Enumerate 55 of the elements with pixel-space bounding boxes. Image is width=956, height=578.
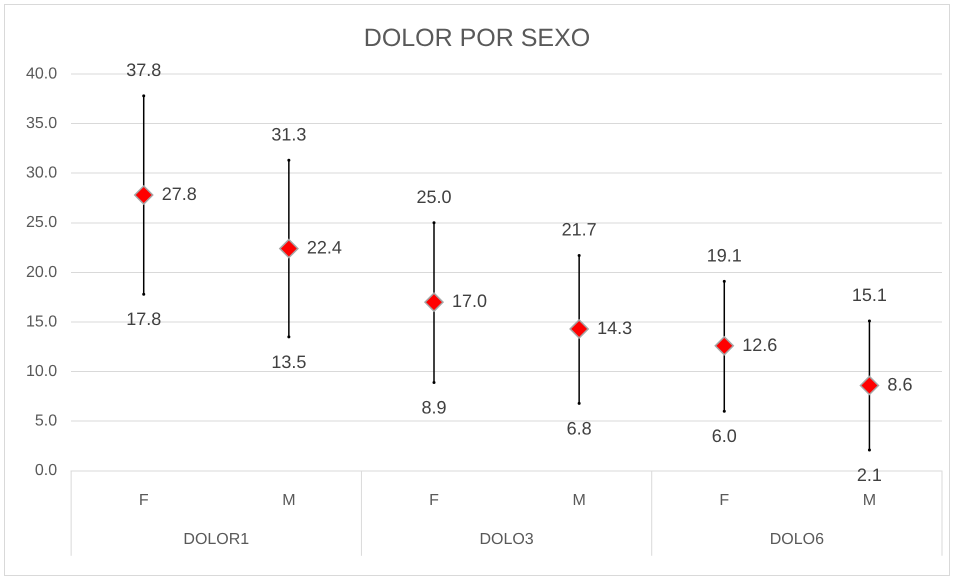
- data-label: 8.9: [421, 397, 447, 418]
- data-label: 17.8: [126, 309, 162, 330]
- y-tick-label: 5.0: [34, 412, 58, 430]
- x-tick-label: F: [429, 492, 440, 509]
- data-label: 12.6: [742, 334, 778, 355]
- point: [432, 381, 436, 384]
- data-label: 13.5: [271, 352, 306, 372]
- data-label: 6.8: [566, 418, 592, 438]
- data-label: 22.4: [306, 238, 342, 258]
- text: DOLO6: [770, 531, 824, 548]
- point: [134, 185, 154, 205]
- y-tick-label: 20.0: [26, 264, 58, 281]
- point: [287, 158, 290, 162]
- point: [578, 402, 581, 405]
- y-tick-label: 25.0: [26, 214, 58, 232]
- y-tick-label: 40.0: [26, 65, 58, 82]
- x-tick-label: M: [282, 492, 296, 509]
- text: DOLOR1: [183, 531, 250, 548]
- point: [424, 292, 444, 312]
- point: [860, 376, 880, 396]
- text: DOLO3: [479, 531, 534, 548]
- point: [142, 94, 146, 98]
- data-label: 17.0: [452, 291, 488, 312]
- data-label: 6.0: [712, 426, 737, 446]
- y-tick-label: 35.0: [26, 115, 58, 132]
- data-label: 31.3: [271, 124, 306, 144]
- point: [569, 319, 589, 339]
- point: [722, 410, 726, 413]
- y-tick-label: 30.0: [26, 164, 58, 182]
- x-tick-label: M: [862, 492, 876, 509]
- x-tick-label: F: [719, 492, 730, 509]
- data-label: 21.7: [562, 220, 597, 240]
- data-label: 37.8: [126, 60, 162, 80]
- point: [868, 320, 871, 323]
- data-label: 25.0: [416, 186, 452, 207]
- data-label: 8.6: [887, 374, 912, 394]
- x-tick-label: F: [138, 492, 149, 509]
- chart-title: DOLOR POR SEXO: [364, 24, 590, 52]
- data-label: 27.8: [162, 184, 197, 204]
- point: [714, 336, 734, 356]
- data-label: 19.1: [706, 245, 742, 266]
- x-tick-label: M: [572, 492, 586, 509]
- data-label: 2.1: [856, 464, 882, 485]
- data-label: 15.1: [852, 284, 887, 305]
- point: [287, 335, 290, 338]
- point: [868, 448, 871, 452]
- y-tick-label: 0.0: [34, 462, 58, 480]
- point: [279, 238, 299, 258]
- y-tick-label: 15.0: [26, 313, 58, 330]
- point: [722, 280, 726, 283]
- y-tick-label: 10.0: [26, 363, 58, 380]
- point: [142, 292, 146, 296]
- point: [432, 221, 436, 224]
- data-label: 14.3: [597, 318, 632, 338]
- point: [578, 254, 581, 258]
